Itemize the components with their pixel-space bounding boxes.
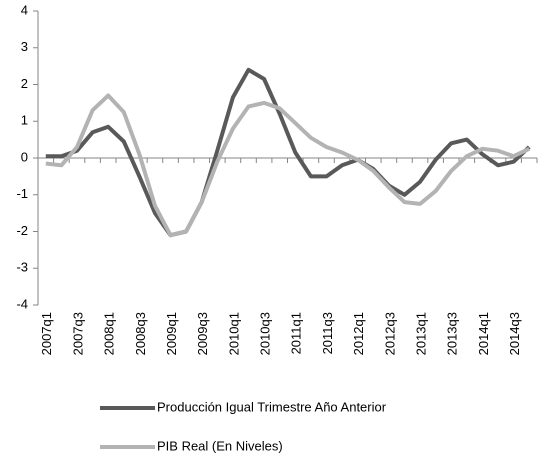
x-tick-label: 2008q1 <box>102 312 117 355</box>
legend-label: PIB Real (En Niveles) <box>157 438 283 453</box>
series-line <box>45 93 531 238</box>
x-tick-label: 2014q3 <box>507 312 522 355</box>
y-tick-label: -1 <box>16 186 28 201</box>
x-tick-label: 2014q1 <box>476 312 491 355</box>
x-tick-label: 2011q3 <box>320 312 335 354</box>
x-tick-label: 2009q3 <box>195 312 210 355</box>
y-tick-label: 4 <box>21 2 28 17</box>
y-tick-label: 3 <box>21 39 28 54</box>
y-tick-label: 1 <box>21 113 28 128</box>
x-tick-label: 2008q3 <box>133 312 148 355</box>
y-tick-label: -3 <box>16 260 28 275</box>
x-tick-label: 2013q3 <box>445 312 460 355</box>
x-tick-label: 2007q1 <box>39 312 54 355</box>
x-tick-label: 2011q1 <box>289 312 304 354</box>
y-tick-label: -4 <box>16 296 28 311</box>
x-tick-label: 2010q1 <box>226 312 241 355</box>
x-tick-label: 2012q1 <box>351 312 366 355</box>
x-tick-label: 2010q3 <box>258 312 273 355</box>
x-tick-label: 2009q1 <box>164 312 179 355</box>
x-tick-label: 2012q3 <box>382 312 397 355</box>
y-tick-label: 0 <box>21 149 28 164</box>
x-tick-label: 2013q1 <box>413 312 428 355</box>
series-line <box>45 67 531 238</box>
y-tick-label: 2 <box>21 76 28 91</box>
y-tick-label: -2 <box>16 223 28 238</box>
x-tick-label: 2007q3 <box>70 312 85 355</box>
legend-label: Producción Igual Trimestre Año Anterior <box>157 399 387 414</box>
